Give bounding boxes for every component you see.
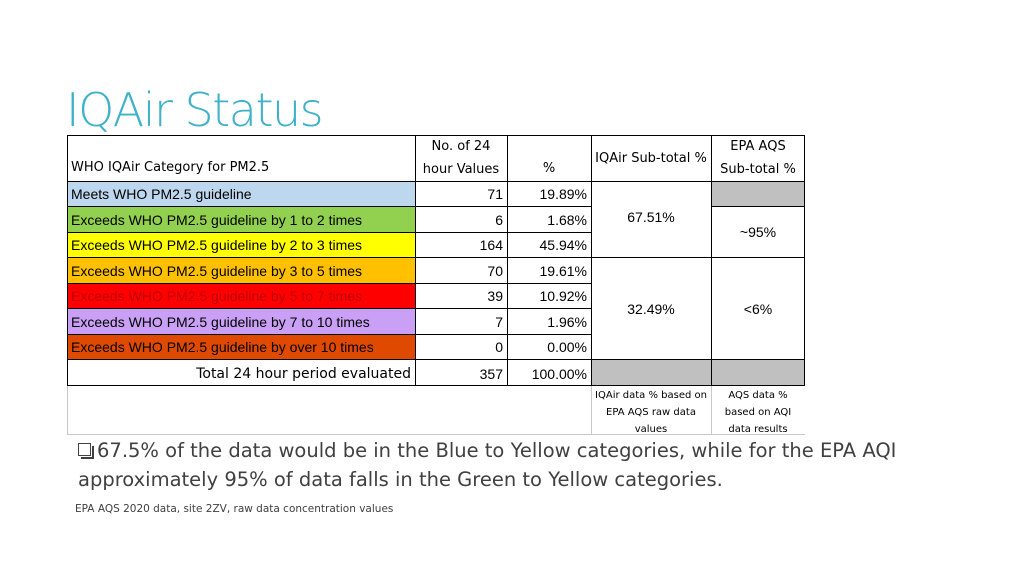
total-count: 357: [479, 365, 503, 382]
header-iqair-subtotal: IQAir Sub-total %: [595, 150, 707, 166]
grid-line: [67, 232, 591, 233]
subtotal-gray-bottom: [591, 360, 805, 385]
category-label: Exceeds WHO PM2.5 guideline by 7 to 10 t…: [67, 309, 415, 335]
category-count: 39: [487, 288, 503, 304]
category-percent: 1.96%: [547, 314, 587, 330]
category-percent: 19.61%: [539, 263, 587, 279]
grid-line: [67, 135, 805, 136]
grid-line: [804, 135, 805, 386]
header-percent: %: [542, 160, 556, 176]
header-count: No. of 24 hour Values: [422, 139, 500, 177]
aqs-note: AQS data % based on AQI data results: [724, 390, 792, 435]
grid-line: [415, 135, 416, 386]
iqair-subtotal-1: 67.51%: [627, 209, 675, 225]
summary-text: 67.5% of the data would be in the Blue t…: [78, 439, 897, 491]
category-count: 71: [487, 186, 503, 202]
grid-line: [67, 308, 591, 309]
category-percent: 19.89%: [539, 186, 587, 202]
header-category: WHO IQAir Category for PM2.5: [71, 160, 270, 175]
grid-line-light: [67, 386, 68, 434]
grid-line-light: [67, 434, 805, 435]
category-percent: 0.00%: [547, 339, 587, 355]
category-label: Exceeds WHO PM2.5 guideline by over 10 t…: [67, 334, 415, 360]
epa-subtotal-2: <6%: [743, 301, 773, 317]
grid-line: [67, 135, 68, 386]
epa-subtotal-gray-top: [711, 181, 805, 206]
page-title: IQAir Status: [66, 83, 324, 137]
category-count: 70: [487, 263, 503, 279]
grid-line-light: [711, 386, 712, 434]
grid-line: [67, 206, 591, 207]
iqair-subtotal-2: 32.49%: [627, 301, 675, 317]
category-label: Exceeds WHO PM2.5 guideline by 1 to 2 ti…: [67, 207, 415, 233]
grid-line: [507, 135, 508, 386]
grid-line-light: [591, 386, 592, 434]
grid-line: [711, 135, 712, 386]
category-label: Exceeds WHO PM2.5 guideline by 2 to 3 ti…: [67, 232, 415, 258]
category-percent: 10.92%: [539, 288, 587, 304]
category-count: 164: [479, 237, 503, 253]
grid-line: [711, 206, 805, 207]
category-label: Meets WHO PM2.5 guideline: [67, 181, 415, 207]
source-footnote: EPA AQS 2020 data, site 2ZV, raw data co…: [75, 503, 394, 515]
grid-line: [67, 257, 805, 258]
category-percent: 45.94%: [539, 237, 587, 253]
checkbox-bullet-icon: [78, 443, 94, 459]
category-label: Exceeds WHO PM2.5 guideline by 3 to 5 ti…: [67, 258, 415, 284]
grid-line: [67, 334, 591, 335]
grid-line: [67, 283, 591, 284]
category-percent: 1.68%: [547, 212, 587, 228]
category-count: 6: [495, 212, 503, 228]
iqair-note: IQAir data % based on EPA AQS raw data v…: [595, 390, 707, 435]
grid-line: [67, 385, 805, 386]
total-label: Total 24 hour period evaluated: [196, 365, 411, 382]
epa-subtotal-1: ~95%: [739, 224, 777, 240]
summary-bullet: 67.5% of the data would be in the Blue t…: [78, 436, 948, 494]
grid-line: [67, 181, 805, 182]
grid-line: [591, 135, 592, 386]
grid-line: [67, 359, 805, 360]
category-label: Exceeds WHO PM2.5 guideline by 5 to 7 ti…: [67, 283, 415, 309]
total-percent: 100.00%: [531, 365, 587, 382]
category-count: 0: [495, 339, 503, 355]
category-count: 7: [495, 314, 503, 330]
header-epa-subtotal: EPA AQS Sub-total %: [720, 139, 796, 177]
